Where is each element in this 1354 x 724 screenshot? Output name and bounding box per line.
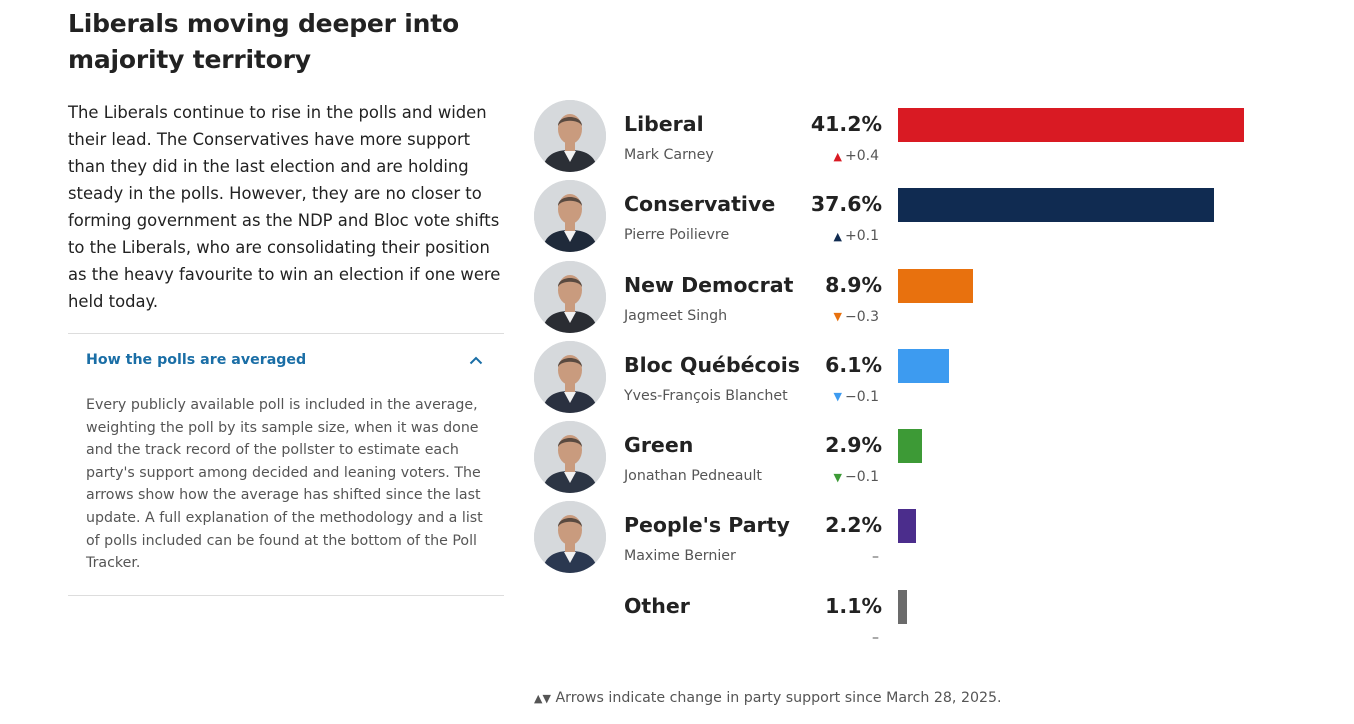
party-percentage: 8.9% [825,272,882,297]
party-name: Green [624,433,694,458]
party-row: People's Party Maxime Bernier 2.2% – [534,501,1334,581]
change-indicator: ▼ −0.1 [834,469,879,485]
party-row: Other 1.1% – [534,582,1334,662]
change-value: −0.1 [845,388,879,405]
leader-avatar [534,100,606,172]
leader-name: Pierre Poilievre [624,227,730,244]
change-value: +0.4 [845,148,879,164]
change-value: −0.1 [845,469,879,486]
arrow-down-icon: ▼ [833,310,842,324]
party-support-chart: Liberal Mark Carney 41.2% ▲ +0.4 Conservative… [534,100,1334,662]
party-row: Liberal Mark Carney 41.2% ▲ +0.4 [534,100,1334,180]
accordion-title: How the polls are averaged [86,352,307,368]
accordion-toggle[interactable]: How the polls are averaged [86,352,486,368]
support-bar [898,589,907,624]
support-bar [898,108,1244,142]
party-name: People's Party [624,513,790,538]
footnote: ▲▼ Arrows indicate change in party suppo… [534,690,1002,706]
party-row: Bloc Québécois Yves-François Blanchet 6.1%… [534,340,1334,421]
change-indicator: – [872,549,879,565]
party-percentage: 6.1% [825,352,882,377]
party-percentage: 41.2% [810,112,882,136]
party-percentage: 2.9% [825,433,882,458]
leader-name: Yves-François Blanchet [624,387,788,404]
leader-avatar [534,421,606,494]
page-title: Liberals moving deeper into majority ter… [68,9,459,74]
leader-name: Jonathan Pedneault [624,468,762,485]
leader-name: Maxime Bernier [624,548,736,565]
party-row: Green Jonathan Pedneault 2.9% ▼ −0.1 [534,421,1334,501]
leader-avatar [534,180,606,253]
leader-avatar [534,501,606,574]
party-percentage: 1.1% [825,593,882,618]
party-name: New Democrat [624,272,794,297]
party-row: New Democrat Jagmeet Singh 8.9% ▼ −0.3 [534,260,1334,341]
party-row: Conservative Pierre Poilievre 37.6% ▲ +0.1 [534,180,1334,260]
up-down-arrows-icon: ▲▼ [534,692,551,705]
support-bar [898,268,973,303]
change-indicator: – [872,630,879,646]
leader-name: Mark Carney [624,147,714,163]
methodology-accordion: How the polls are averaged Every publicl… [68,333,504,596]
chevron-up-icon[interactable] [466,353,486,367]
change-value: – [872,629,879,646]
support-bar [898,188,1214,223]
party-percentage: 37.6% [810,192,882,217]
arrow-down-icon: ▼ [833,390,842,404]
article-column: Liberals moving deeper into majority ter… [68,6,504,596]
support-bar [898,509,916,544]
change-value: +0.1 [845,228,879,245]
description: The Liberals continue to rise in the pol… [68,103,501,311]
change-value: – [872,549,879,566]
leader-avatar [534,340,606,413]
party-name: Other [624,593,690,618]
party-name: Bloc Québécois [624,352,800,377]
leader-name: Jagmeet Singh [624,307,728,324]
support-bar [898,348,949,383]
arrow-up-icon: ▲ [833,229,842,243]
change-indicator: ▼ −0.1 [834,389,879,405]
change-indicator: ▲ +0.1 [834,228,879,244]
leader-avatar [534,260,606,333]
footnote-text: Arrows indicate change in party support … [555,690,1002,706]
change-value: −0.3 [845,308,879,325]
party-percentage: 2.2% [825,513,882,538]
change-indicator: ▲ +0.4 [834,148,879,164]
accordion-body: Every publicly available poll is include… [86,397,483,572]
party-name: Conservative [624,192,776,217]
party-name: Liberal [624,112,704,136]
support-bar [898,429,922,464]
change-indicator: ▼ −0.3 [834,309,879,325]
arrow-up-icon: ▲ [833,149,842,163]
arrow-down-icon: ▼ [833,470,842,484]
